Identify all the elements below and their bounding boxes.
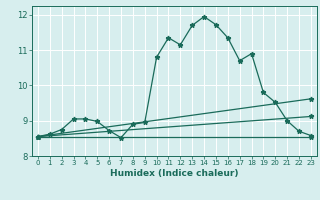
X-axis label: Humidex (Indice chaleur): Humidex (Indice chaleur) bbox=[110, 169, 239, 178]
